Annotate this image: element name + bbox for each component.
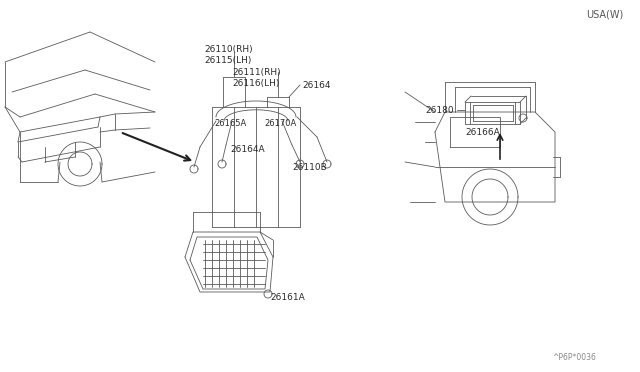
Text: 26170A: 26170A bbox=[264, 119, 296, 128]
Text: 26166A: 26166A bbox=[466, 128, 500, 137]
Text: 26165A: 26165A bbox=[214, 119, 246, 128]
Text: 26115(LH): 26115(LH) bbox=[204, 55, 252, 64]
Text: 26110(RH): 26110(RH) bbox=[204, 45, 253, 54]
Text: ^P6P*0036: ^P6P*0036 bbox=[552, 353, 596, 362]
Text: 26164: 26164 bbox=[302, 80, 330, 90]
Text: 26111(RH): 26111(RH) bbox=[232, 67, 280, 77]
Text: 26161A: 26161A bbox=[270, 294, 305, 302]
Text: 26164A: 26164A bbox=[230, 144, 264, 154]
Text: 26110B: 26110B bbox=[292, 163, 327, 171]
Text: USA(W): USA(W) bbox=[586, 9, 623, 19]
Text: 26116(LH): 26116(LH) bbox=[232, 78, 280, 87]
Text: 26180: 26180 bbox=[425, 106, 454, 115]
